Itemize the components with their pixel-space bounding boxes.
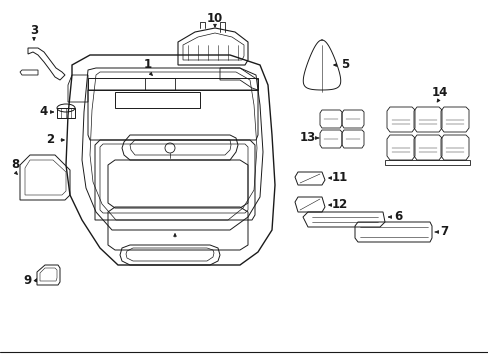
Text: 8: 8 <box>11 158 19 171</box>
Text: 7: 7 <box>439 225 447 238</box>
Text: 14: 14 <box>431 85 447 99</box>
Text: 4: 4 <box>40 105 48 118</box>
Text: 9: 9 <box>24 274 32 287</box>
Text: 2: 2 <box>46 134 54 147</box>
Text: 12: 12 <box>331 198 347 211</box>
Text: 5: 5 <box>340 58 348 72</box>
Text: 10: 10 <box>206 12 223 24</box>
Text: 1: 1 <box>143 58 152 72</box>
Text: 11: 11 <box>331 171 347 184</box>
Text: 6: 6 <box>393 211 401 224</box>
Text: 3: 3 <box>30 23 38 36</box>
Text: 13: 13 <box>299 131 315 144</box>
